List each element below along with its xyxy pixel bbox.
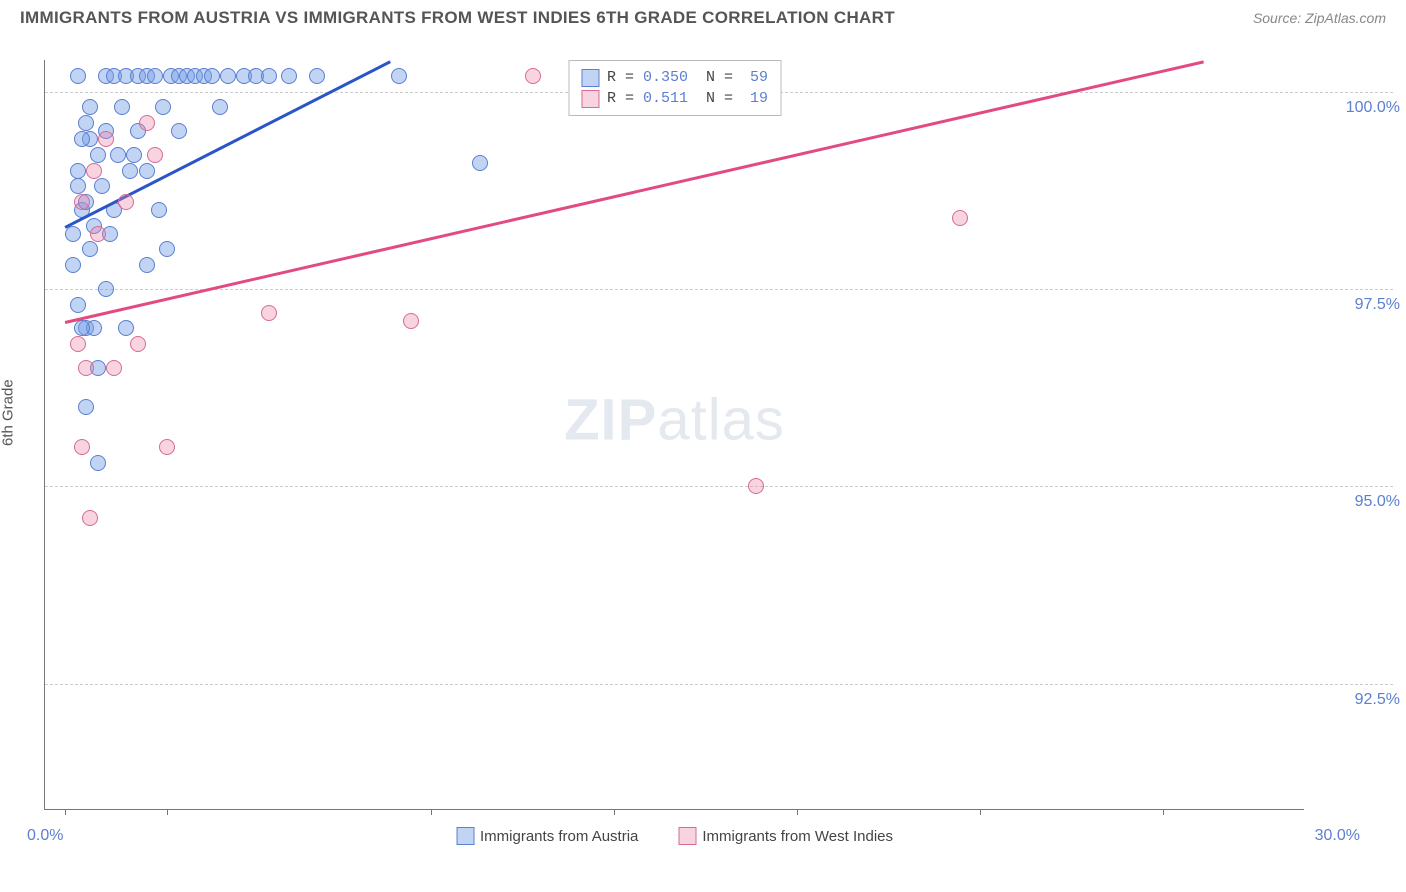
scatter-point bbox=[139, 257, 155, 273]
chart-plot-area: ZIPatlas 92.5%95.0%97.5%100.0%0.0%30.0%R… bbox=[44, 60, 1304, 810]
legend-row: R = 0.511 N = 19 bbox=[581, 88, 768, 109]
scatter-point bbox=[82, 510, 98, 526]
gridline bbox=[45, 684, 1393, 685]
y-tick-label: 95.0% bbox=[1312, 493, 1400, 511]
scatter-point bbox=[151, 202, 167, 218]
scatter-point bbox=[220, 68, 236, 84]
scatter-point bbox=[952, 210, 968, 226]
legend-swatch bbox=[581, 69, 599, 87]
scatter-point bbox=[82, 241, 98, 257]
scatter-point bbox=[139, 163, 155, 179]
scatter-point bbox=[74, 131, 90, 147]
legend-item: Immigrants from Austria bbox=[456, 827, 638, 845]
chart-header: IMMIGRANTS FROM AUSTRIA VS IMMIGRANTS FR… bbox=[0, 0, 1406, 32]
scatter-point bbox=[139, 115, 155, 131]
trend-line bbox=[65, 60, 391, 228]
scatter-point bbox=[110, 147, 126, 163]
scatter-point bbox=[748, 478, 764, 494]
legend-stats: R = 0.511 N = 19 bbox=[607, 88, 768, 109]
scatter-point bbox=[147, 68, 163, 84]
legend-swatch bbox=[678, 827, 696, 845]
scatter-point bbox=[525, 68, 541, 84]
scatter-point bbox=[78, 115, 94, 131]
scatter-point bbox=[86, 163, 102, 179]
scatter-point bbox=[70, 178, 86, 194]
scatter-point bbox=[118, 194, 134, 210]
x-tick bbox=[167, 809, 168, 815]
legend-swatch bbox=[456, 827, 474, 845]
scatter-point bbox=[70, 68, 86, 84]
chart-source: Source: ZipAtlas.com bbox=[1253, 10, 1386, 26]
scatter-point bbox=[90, 455, 106, 471]
scatter-point bbox=[130, 336, 146, 352]
scatter-point bbox=[65, 257, 81, 273]
scatter-point bbox=[70, 297, 86, 313]
gridline bbox=[45, 289, 1393, 290]
x-axis-label-right: 30.0% bbox=[1315, 827, 1360, 845]
scatter-point bbox=[74, 194, 90, 210]
scatter-point bbox=[90, 147, 106, 163]
watermark: ZIPatlas bbox=[564, 386, 785, 453]
scatter-point bbox=[114, 99, 130, 115]
legend-row: R = 0.350 N = 59 bbox=[581, 67, 768, 88]
y-tick-label: 92.5% bbox=[1312, 691, 1400, 709]
scatter-point bbox=[78, 360, 94, 376]
x-axis-label-left: 0.0% bbox=[27, 827, 63, 845]
scatter-point bbox=[98, 131, 114, 147]
scatter-point bbox=[126, 147, 142, 163]
x-tick bbox=[1163, 809, 1164, 815]
scatter-point bbox=[70, 336, 86, 352]
scatter-point bbox=[118, 320, 134, 336]
scatter-point bbox=[212, 99, 228, 115]
x-tick bbox=[797, 809, 798, 815]
scatter-point bbox=[65, 226, 81, 242]
scatter-point bbox=[74, 320, 90, 336]
legend-swatch bbox=[581, 90, 599, 108]
scatter-point bbox=[391, 68, 407, 84]
scatter-point bbox=[94, 178, 110, 194]
scatter-point bbox=[78, 399, 94, 415]
scatter-point bbox=[74, 439, 90, 455]
series-legend: Immigrants from Austria Immigrants from W… bbox=[456, 827, 893, 845]
correlation-legend: R = 0.350 N = 59R = 0.511 N = 19 bbox=[568, 60, 781, 116]
scatter-point bbox=[98, 281, 114, 297]
legend-stats: R = 0.350 N = 59 bbox=[607, 67, 768, 88]
legend-item: Immigrants from West Indies bbox=[678, 827, 893, 845]
scatter-point bbox=[70, 163, 86, 179]
scatter-point bbox=[403, 313, 419, 329]
y-axis-title: 6th Grade bbox=[0, 379, 17, 446]
legend-label: Immigrants from Austria bbox=[480, 828, 638, 845]
x-tick bbox=[980, 809, 981, 815]
scatter-point bbox=[309, 68, 325, 84]
scatter-point bbox=[159, 241, 175, 257]
scatter-point bbox=[204, 68, 220, 84]
scatter-point bbox=[472, 155, 488, 171]
scatter-point bbox=[171, 123, 187, 139]
x-tick bbox=[614, 809, 615, 815]
scatter-point bbox=[159, 439, 175, 455]
gridline bbox=[45, 486, 1393, 487]
y-tick-label: 97.5% bbox=[1312, 296, 1400, 314]
y-tick-label: 100.0% bbox=[1312, 99, 1400, 117]
chart-title: IMMIGRANTS FROM AUSTRIA VS IMMIGRANTS FR… bbox=[20, 8, 895, 28]
scatter-point bbox=[261, 68, 277, 84]
scatter-point bbox=[106, 360, 122, 376]
scatter-point bbox=[281, 68, 297, 84]
x-tick bbox=[431, 809, 432, 815]
scatter-point bbox=[122, 163, 138, 179]
scatter-point bbox=[261, 305, 277, 321]
scatter-point bbox=[90, 226, 106, 242]
scatter-point bbox=[82, 99, 98, 115]
scatter-point bbox=[147, 147, 163, 163]
legend-label: Immigrants from West Indies bbox=[702, 828, 893, 845]
x-tick bbox=[65, 809, 66, 815]
scatter-point bbox=[155, 99, 171, 115]
